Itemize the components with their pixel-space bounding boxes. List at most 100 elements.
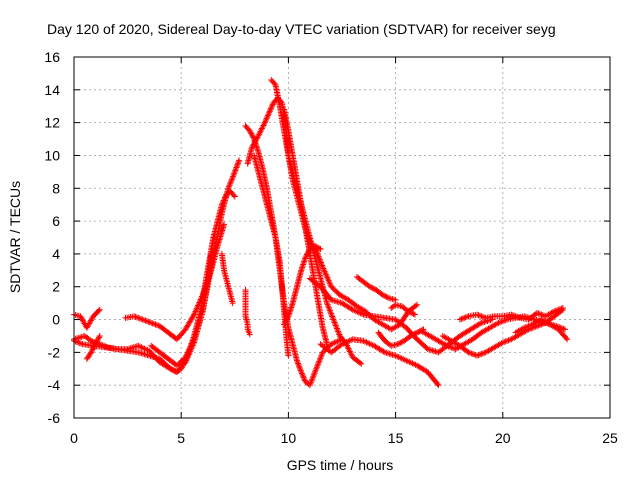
data-point [456,316,463,323]
data-point [313,244,320,251]
data-point [135,314,142,321]
series-arc-14 [281,242,324,328]
axis-ticks: 0 5 10 15 20 25 -6 -4 -2 0 2 4 6 8 10 12 14 16 [44,49,618,446]
data-point [478,313,485,320]
data-point [381,292,388,299]
data-point [142,317,149,324]
plot-frame [73,56,611,419]
data-point [133,314,140,321]
y-tick-label: -4 [48,377,61,393]
data-point [96,306,103,313]
data-point [103,343,110,350]
data-point [382,293,389,300]
data-point [564,336,571,343]
data-point [232,165,239,172]
data-point [502,338,509,345]
data-point [247,129,254,136]
data-point [92,341,99,348]
data-point [248,130,255,137]
data-point [519,325,526,332]
data-point [96,332,103,339]
series-arc-24 [512,316,571,343]
series-arc-20 [388,301,418,318]
data-point [535,310,542,317]
data-point [308,379,315,386]
data-point [357,359,364,366]
data-point [296,363,303,370]
data-point [315,359,322,366]
data-point [266,108,273,115]
data-point [407,332,414,339]
data-point [141,317,148,324]
data-point [380,348,387,355]
data-point [313,364,320,371]
data-point [525,323,532,330]
data-point [508,311,515,318]
data-point [344,344,351,351]
data-point [233,163,240,170]
data-point [555,306,562,313]
data-point [236,157,243,164]
y-tick-label: 14 [44,82,60,98]
data-point [306,382,313,389]
data-point [218,201,225,208]
data-point [255,132,262,139]
data-point [220,198,227,205]
data-point [258,126,265,133]
data-point [502,317,509,324]
y-tick-label: -6 [48,410,61,426]
data-point [263,116,270,123]
data-point [284,314,291,321]
data-point [307,380,314,387]
data-point [300,373,307,380]
data-point [231,168,238,175]
series-arc-10 [244,95,343,298]
data-point [221,196,228,203]
chart-title: Day 120 of 2020, Sidereal Day-to-day VTE… [47,21,556,37]
data-point [328,310,335,317]
data-point [225,183,232,190]
x-tick-label: 25 [602,430,618,446]
data-point [259,124,266,131]
data-point [465,349,472,356]
data-point [170,367,177,374]
data-point [153,322,160,329]
data-point [262,118,269,125]
data-point [93,339,100,346]
data-point [411,330,418,337]
data-point [410,310,417,317]
data-point [303,252,310,259]
data-point [268,104,275,111]
data-point [234,161,241,168]
data-point [445,343,452,350]
data-point [88,347,95,354]
data-point [225,185,232,192]
data-point [309,376,316,383]
data-point [469,351,476,358]
data-point [317,258,324,265]
x-tick-label: 0 [70,430,78,446]
data-point [559,305,566,312]
data-point [233,164,240,171]
data-point [498,318,505,325]
data-point [88,349,95,356]
series-arc-23 [456,305,566,323]
data-point [324,301,331,308]
data-point [264,114,271,121]
data-point [309,374,316,381]
data-point [76,340,83,347]
data-point [102,343,109,350]
data-point [504,337,511,344]
data-point [98,341,105,348]
data-point [461,314,468,321]
data-point [151,320,158,327]
x-tick-label: 20 [495,430,511,446]
data-point [329,315,336,322]
data-point [478,351,485,358]
data-point [316,356,323,363]
data-point [190,312,197,319]
y-tick-label: 4 [52,246,60,262]
series-arc-8 [242,287,253,338]
data-point [136,315,143,322]
